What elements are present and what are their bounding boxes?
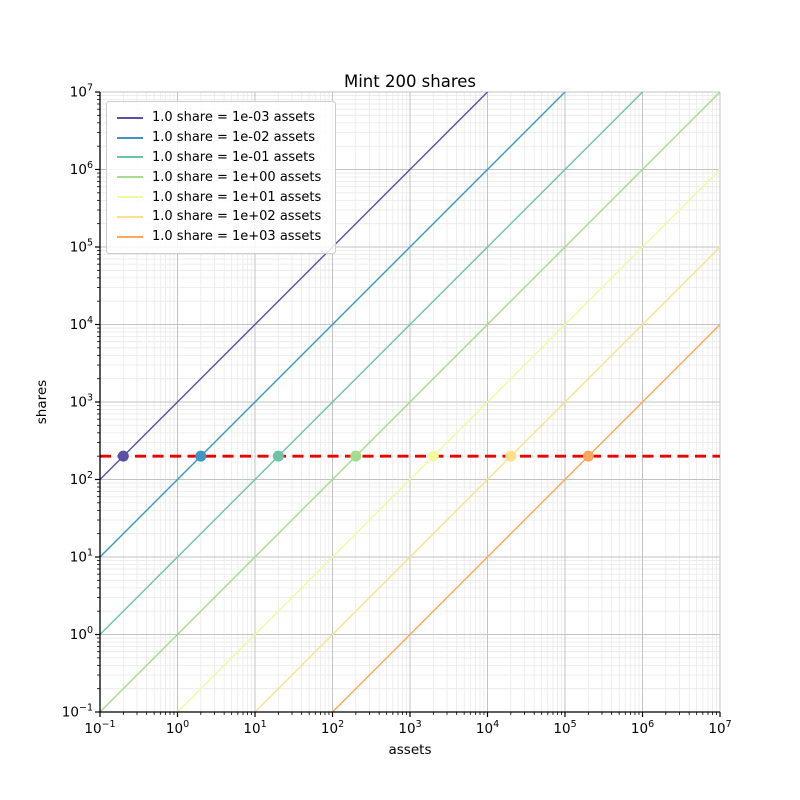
legend-item: 1.0 share = 1e+02 assets bbox=[117, 207, 327, 227]
y-tick-label: 10−1 bbox=[62, 703, 93, 721]
x-tick-label: 100 bbox=[166, 719, 189, 737]
series-line bbox=[176, 168, 720, 712]
y-tick-label: 106 bbox=[70, 160, 93, 178]
legend-item: 1.0 share = 1e-03 assets bbox=[117, 108, 327, 128]
legend-line-swatch bbox=[117, 176, 143, 179]
legend-label: 1.0 share = 1e+02 assets bbox=[152, 209, 322, 225]
legend-label: 1.0 share = 1e+00 assets bbox=[152, 169, 322, 185]
series-line bbox=[254, 246, 720, 712]
legend-item: 1.0 share = 1e-02 assets bbox=[117, 128, 327, 148]
legend-line-swatch bbox=[117, 215, 143, 218]
legend-label: 1.0 share = 1e-02 assets bbox=[152, 130, 316, 146]
legend-line-swatch bbox=[117, 136, 143, 139]
intersection-marker bbox=[350, 450, 362, 462]
legend-label: 1.0 share = 1e-01 assets bbox=[152, 149, 316, 165]
legend-item: 1.0 share = 1e+01 assets bbox=[117, 187, 327, 207]
intersection-marker bbox=[582, 450, 594, 462]
legend-label: 1.0 share = 1e-03 assets bbox=[152, 110, 316, 126]
x-axis-label: assets bbox=[388, 742, 432, 758]
intersection-marker bbox=[427, 450, 439, 462]
y-tick-label: 103 bbox=[70, 393, 93, 411]
legend-item: 1.0 share = 1e+03 assets bbox=[117, 227, 327, 247]
y-tick-label: 102 bbox=[70, 470, 93, 488]
chart-title: Mint 200 shares bbox=[343, 72, 477, 91]
series-line bbox=[331, 323, 720, 712]
x-tick-label: 101 bbox=[243, 719, 266, 737]
series-line bbox=[100, 92, 566, 558]
legend-line-swatch bbox=[117, 196, 143, 199]
intersection-marker bbox=[505, 450, 517, 462]
legend-item: 1.0 share = 1e+00 assets bbox=[117, 167, 327, 187]
y-tick-label: 100 bbox=[70, 625, 93, 643]
intersection-marker bbox=[117, 450, 129, 462]
x-tick-label: 105 bbox=[553, 719, 576, 737]
x-tick-label: 107 bbox=[708, 719, 731, 737]
y-tick-label: 107 bbox=[70, 83, 93, 101]
x-tick-label: 103 bbox=[398, 719, 421, 737]
legend-line-swatch bbox=[117, 235, 143, 238]
legend-item: 1.0 share = 1e-01 assets bbox=[117, 148, 327, 168]
x-tick-label: 102 bbox=[321, 719, 344, 737]
y-axis-label: shares bbox=[34, 379, 50, 425]
x-tick-label: 104 bbox=[476, 719, 499, 737]
legend-label: 1.0 share = 1e+01 assets bbox=[152, 189, 322, 205]
x-tick-label: 10−1 bbox=[84, 719, 115, 737]
y-tick-label: 104 bbox=[70, 315, 93, 333]
y-tick-label: 101 bbox=[70, 548, 93, 566]
legend-line-swatch bbox=[117, 156, 143, 159]
x-tick-label: 106 bbox=[631, 719, 654, 737]
series-line bbox=[100, 92, 489, 481]
intersection-marker bbox=[195, 450, 207, 462]
axis-ticks bbox=[95, 91, 721, 717]
series-line bbox=[100, 92, 644, 636]
series-line bbox=[100, 92, 720, 712]
y-tick-label: 105 bbox=[70, 238, 93, 256]
intersection-marker bbox=[272, 450, 284, 462]
data-layer bbox=[100, 92, 720, 712]
legend: 1.0 share = 1e-03 assets 1.0 share = 1e-0… bbox=[106, 101, 336, 254]
legend-line-swatch bbox=[117, 116, 143, 119]
legend-label: 1.0 share = 1e+03 assets bbox=[152, 229, 322, 245]
